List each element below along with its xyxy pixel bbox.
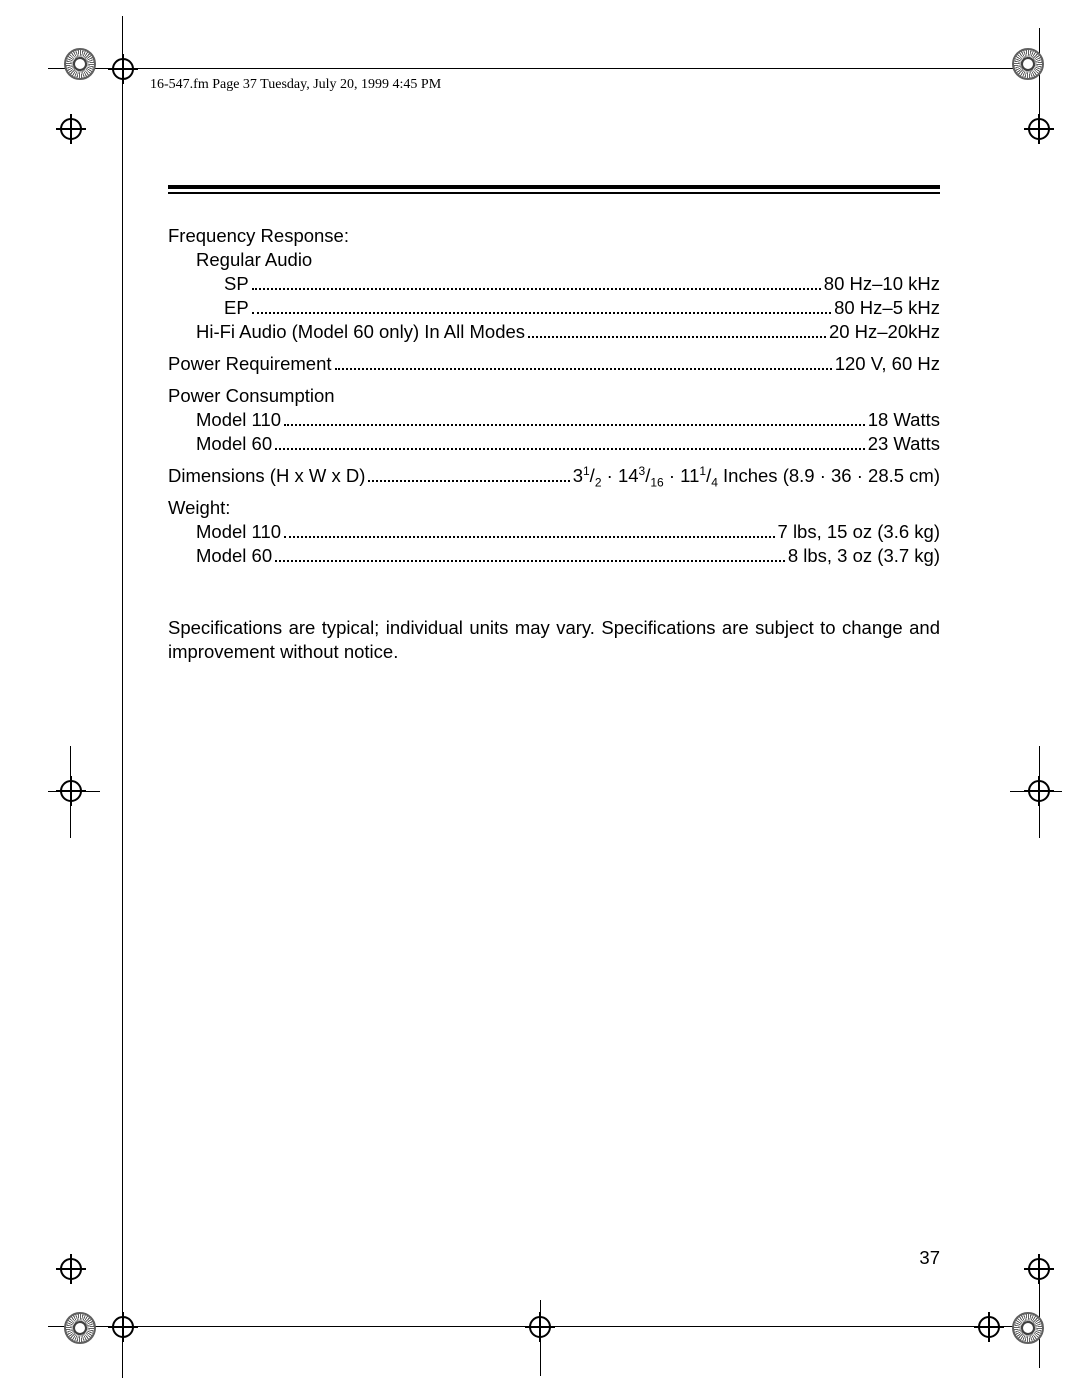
spec-value: 8 lbs, 3 oz (3.7 kg) [788, 544, 940, 568]
spec-heading: Weight: [168, 496, 940, 520]
spec-row-m60-watts: Model 60 23 Watts [168, 432, 940, 456]
spec-label: Model 60 [196, 432, 272, 456]
registration-mark-icon [60, 1258, 82, 1280]
spec-row-dimensions: Dimensions (H x W x D) 31/2 · 143/16 · 1… [168, 464, 940, 488]
spec-label: SP [224, 272, 249, 296]
spec-label: Model 110 [196, 408, 281, 432]
spec-label: Hi-Fi Audio (Model 60 only) In All Modes [196, 320, 525, 344]
spec-disclaimer: Specifications are typical; individual u… [168, 616, 940, 664]
page-number: 37 [919, 1247, 940, 1269]
spec-value: 120 V, 60 Hz [835, 352, 940, 376]
leader-dots [368, 465, 569, 482]
spec-value: 31/2 · 143/16 · 111/4 Inches (8.9 · 36 ·… [573, 464, 940, 488]
crop-line [122, 16, 123, 1378]
spec-list: Frequency Response: Regular Audio SP 80 … [168, 224, 940, 568]
spec-label: Dimensions (H x W x D) [168, 464, 365, 488]
page: 16-547.fm Page 37 Tuesday, July 20, 1999… [0, 0, 1080, 1397]
spec-row-power-req: Power Requirement 120 V, 60 Hz [168, 352, 940, 376]
registration-mark-icon [1028, 118, 1050, 140]
spec-label: Power Requirement [168, 352, 332, 376]
leader-dots [335, 353, 832, 370]
spec-row-m110-watts: Model 110 18 Watts [168, 408, 940, 432]
registration-mark-icon [60, 118, 82, 140]
content-area: Frequency Response: Regular Audio SP 80 … [168, 185, 940, 664]
document-tag: 16-547.fm Page 37 Tuesday, July 20, 1999… [150, 77, 441, 93]
leader-dots [252, 273, 821, 290]
leader-dots [284, 521, 774, 538]
registration-mark-icon [1028, 1258, 1050, 1280]
leader-dots [284, 409, 865, 426]
spec-row-ep: EP 80 Hz–5 kHz [168, 296, 940, 320]
spec-row-m60-weight: Model 60 8 lbs, 3 oz (3.7 kg) [168, 544, 940, 568]
registration-mark-icon [1028, 780, 1050, 802]
spec-heading: Power Consumption [168, 384, 940, 408]
spec-row-sp: SP 80 Hz–10 kHz [168, 272, 940, 296]
rule-heavy [168, 185, 940, 189]
leader-dots [275, 545, 785, 562]
corner-ornament-icon [64, 48, 96, 80]
spec-label: Model 110 [196, 520, 281, 544]
spec-value: 80 Hz–10 kHz [824, 272, 940, 296]
spec-value: 18 Watts [868, 408, 940, 432]
corner-ornament-icon [64, 1312, 96, 1344]
registration-mark-icon [60, 780, 82, 802]
spec-value: 23 Watts [868, 432, 940, 456]
leader-dots [275, 433, 865, 450]
corner-ornament-icon [1012, 48, 1044, 80]
registration-mark-icon [978, 1316, 1000, 1338]
rule-light [168, 192, 940, 194]
corner-ornament-icon [1012, 1312, 1044, 1344]
registration-mark-icon [112, 58, 134, 80]
spec-row-hifi: Hi-Fi Audio (Model 60 only) In All Modes… [168, 320, 940, 344]
spec-label: Model 60 [196, 544, 272, 568]
spec-value: 7 lbs, 15 oz (3.6 kg) [778, 520, 940, 544]
registration-mark-icon [112, 1316, 134, 1338]
spec-heading: Frequency Response: [168, 224, 940, 248]
spec-subheading: Regular Audio [168, 248, 940, 272]
registration-mark-icon [529, 1316, 551, 1338]
spec-label: EP [224, 296, 249, 320]
spec-weight: Weight: Model 110 7 lbs, 15 oz (3.6 kg) … [168, 496, 940, 568]
spec-value: 80 Hz–5 kHz [834, 296, 940, 320]
spec-row-m110-weight: Model 110 7 lbs, 15 oz (3.6 kg) [168, 520, 940, 544]
spec-frequency-response: Frequency Response: Regular Audio SP 80 … [168, 224, 940, 344]
crop-line [48, 68, 1032, 69]
spec-value: 20 Hz–20kHz [829, 320, 940, 344]
spec-power-consumption: Power Consumption Model 110 18 Watts Mod… [168, 384, 940, 456]
leader-dots [252, 297, 831, 314]
leader-dots [528, 321, 826, 338]
